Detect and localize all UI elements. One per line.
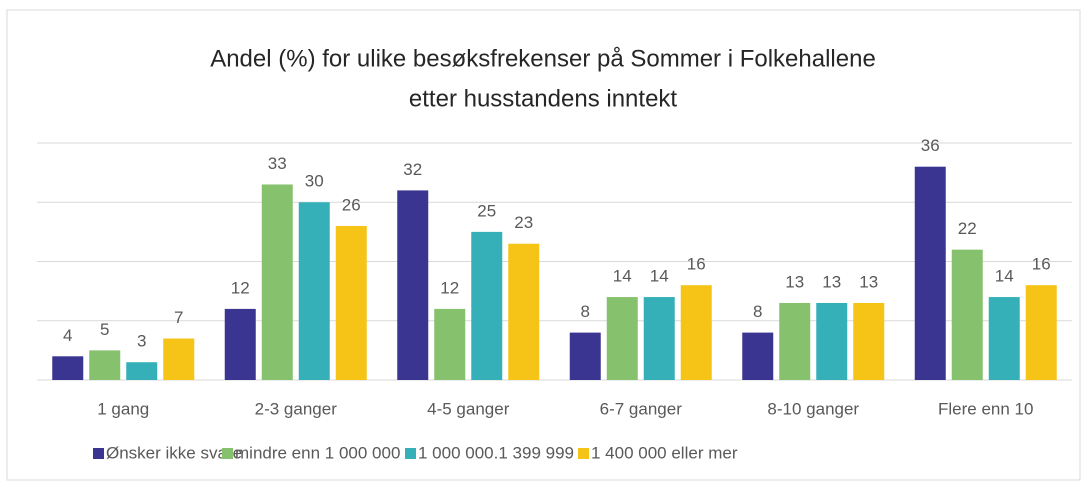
- bar: [126, 362, 158, 380]
- data-label: 12: [231, 278, 250, 297]
- legend-label: 1 400 000 eller mer: [591, 443, 738, 462]
- x-tick-label: 2-3 ganger: [255, 399, 338, 418]
- bar: [434, 308, 466, 380]
- data-label: 32: [403, 160, 422, 179]
- data-label: 25: [477, 201, 496, 220]
- data-label: 36: [921, 136, 940, 155]
- x-tick-label: 6-7 ganger: [600, 399, 683, 418]
- bar: [52, 356, 84, 380]
- data-label: 8: [753, 302, 762, 321]
- data-label: 22: [958, 219, 977, 238]
- chart-title: Andel (%) for ulike besøksfrekenser på S…: [210, 45, 876, 72]
- bar: [298, 202, 330, 380]
- bar: [680, 285, 712, 380]
- data-label: 12: [440, 278, 459, 297]
- bar: [853, 302, 885, 380]
- bar: [816, 302, 848, 380]
- legend-label: mindre enn 1 000 000: [235, 443, 400, 462]
- legend-swatch: [222, 448, 233, 459]
- bar: [742, 332, 774, 380]
- bar: [951, 249, 983, 380]
- bar: [261, 184, 293, 380]
- data-label: 33: [268, 154, 287, 173]
- bar: [914, 166, 946, 380]
- data-label: 23: [514, 213, 533, 232]
- chart-frame: [6, 9, 1081, 481]
- data-label: 16: [1032, 255, 1051, 274]
- bar: [508, 243, 540, 380]
- bar: [471, 231, 503, 380]
- chart-title: etter husstandens inntekt: [409, 85, 678, 112]
- data-label: 5: [100, 320, 109, 339]
- data-label: 7: [174, 308, 183, 327]
- bar: [1025, 285, 1057, 380]
- data-label: 26: [342, 195, 361, 214]
- data-label: 16: [687, 255, 706, 274]
- x-tick-label: 4-5 ganger: [427, 399, 510, 418]
- bar: [643, 297, 675, 380]
- x-tick-label: Flere enn 10: [938, 399, 1033, 418]
- x-tick-label: 1 gang: [97, 399, 149, 418]
- data-label: 14: [613, 267, 632, 286]
- bar: [335, 225, 367, 380]
- bar: [606, 297, 638, 380]
- x-tick-label: 8-10 ganger: [767, 399, 859, 418]
- legend-swatch: [578, 448, 589, 459]
- bar: [89, 350, 121, 380]
- data-label: 4: [63, 326, 72, 345]
- legend-label: 1 000 000.1 399 999: [418, 443, 574, 462]
- bar: [569, 332, 601, 380]
- bar: [988, 297, 1020, 380]
- legend-swatch: [93, 448, 104, 459]
- legend-swatch: [405, 448, 416, 459]
- data-label: 30: [305, 172, 324, 191]
- data-label: 14: [995, 267, 1014, 286]
- bar: [224, 308, 256, 380]
- legend-label: Ønsker ikke svare: [106, 443, 242, 462]
- data-label: 13: [785, 272, 804, 291]
- data-label: 8: [581, 302, 590, 321]
- data-label: 13: [859, 272, 878, 291]
- data-label: 3: [137, 332, 146, 351]
- data-label: 14: [650, 267, 669, 286]
- bar: [779, 302, 811, 380]
- bar: [163, 338, 195, 380]
- data-label: 13: [822, 272, 841, 291]
- bar: [397, 190, 429, 380]
